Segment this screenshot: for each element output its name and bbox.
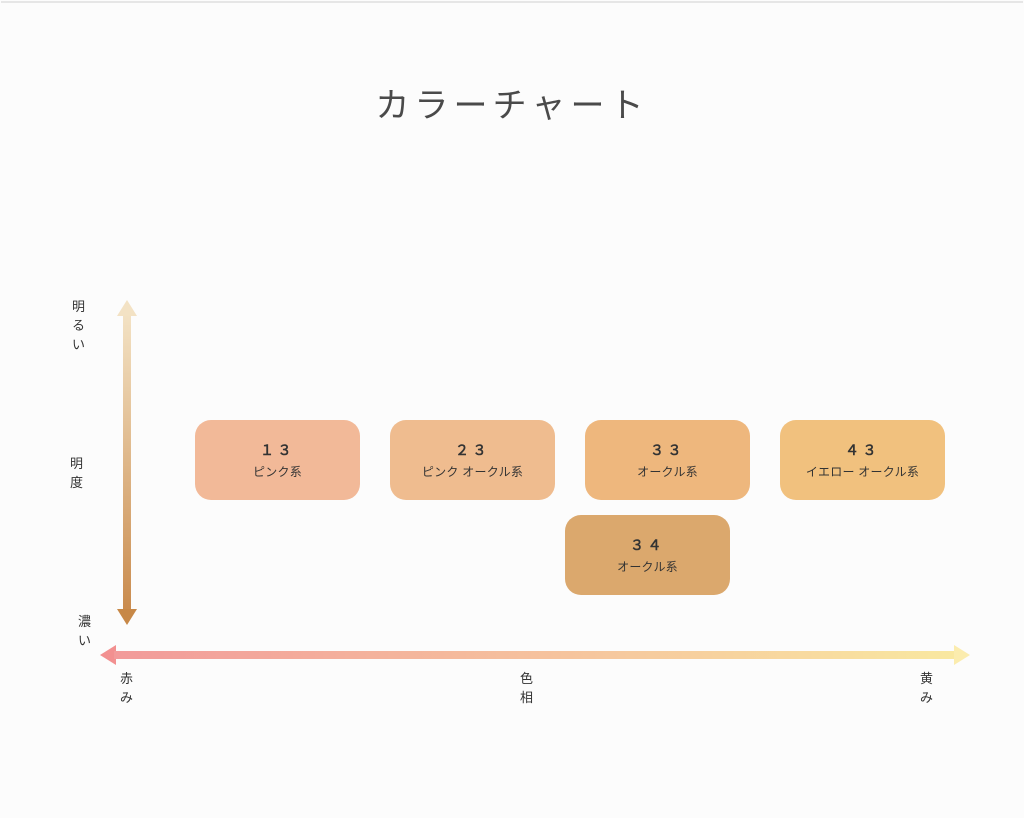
x-axis-label-left: 赤み: [120, 668, 133, 706]
color-swatch: １３ ピンク系: [195, 420, 360, 500]
x-axis: [100, 648, 970, 662]
y-axis-bar: [123, 314, 131, 611]
swatch-number: ４３: [845, 440, 880, 460]
color-swatch: ３４ オークル系: [565, 515, 730, 595]
swatch-label: ピンク系: [253, 463, 302, 480]
y-axis-label-top: 明るい: [72, 296, 85, 353]
swatch-number: ３３: [650, 440, 685, 460]
arrow-down-icon: [117, 609, 137, 625]
color-swatch: ３３ オークル系: [585, 420, 750, 500]
x-axis-label-mid: 色相: [520, 668, 533, 706]
swatch-number: １３: [260, 440, 295, 460]
swatch-label: イエロー オークル系: [806, 463, 919, 480]
y-axis-label-bottom: 濃い: [78, 611, 91, 649]
swatch-number: ２３: [455, 440, 490, 460]
color-swatch: ４３ イエロー オークル系: [780, 420, 945, 500]
swatch-label: オークル系: [617, 558, 678, 575]
swatch-number: ３４: [630, 535, 665, 555]
y-axis: [120, 300, 134, 625]
arrow-right-icon: [954, 645, 970, 665]
x-axis-label-right: 黄み: [920, 668, 933, 706]
y-axis-label-mid: 明度: [70, 453, 83, 491]
swatch-label: ピンク オークル系: [422, 463, 523, 480]
x-axis-bar: [114, 651, 956, 659]
chart-title: カラーチャート: [0, 78, 1024, 127]
swatch-label: オークル系: [637, 463, 698, 480]
color-swatch: ２３ ピンク オークル系: [390, 420, 555, 500]
